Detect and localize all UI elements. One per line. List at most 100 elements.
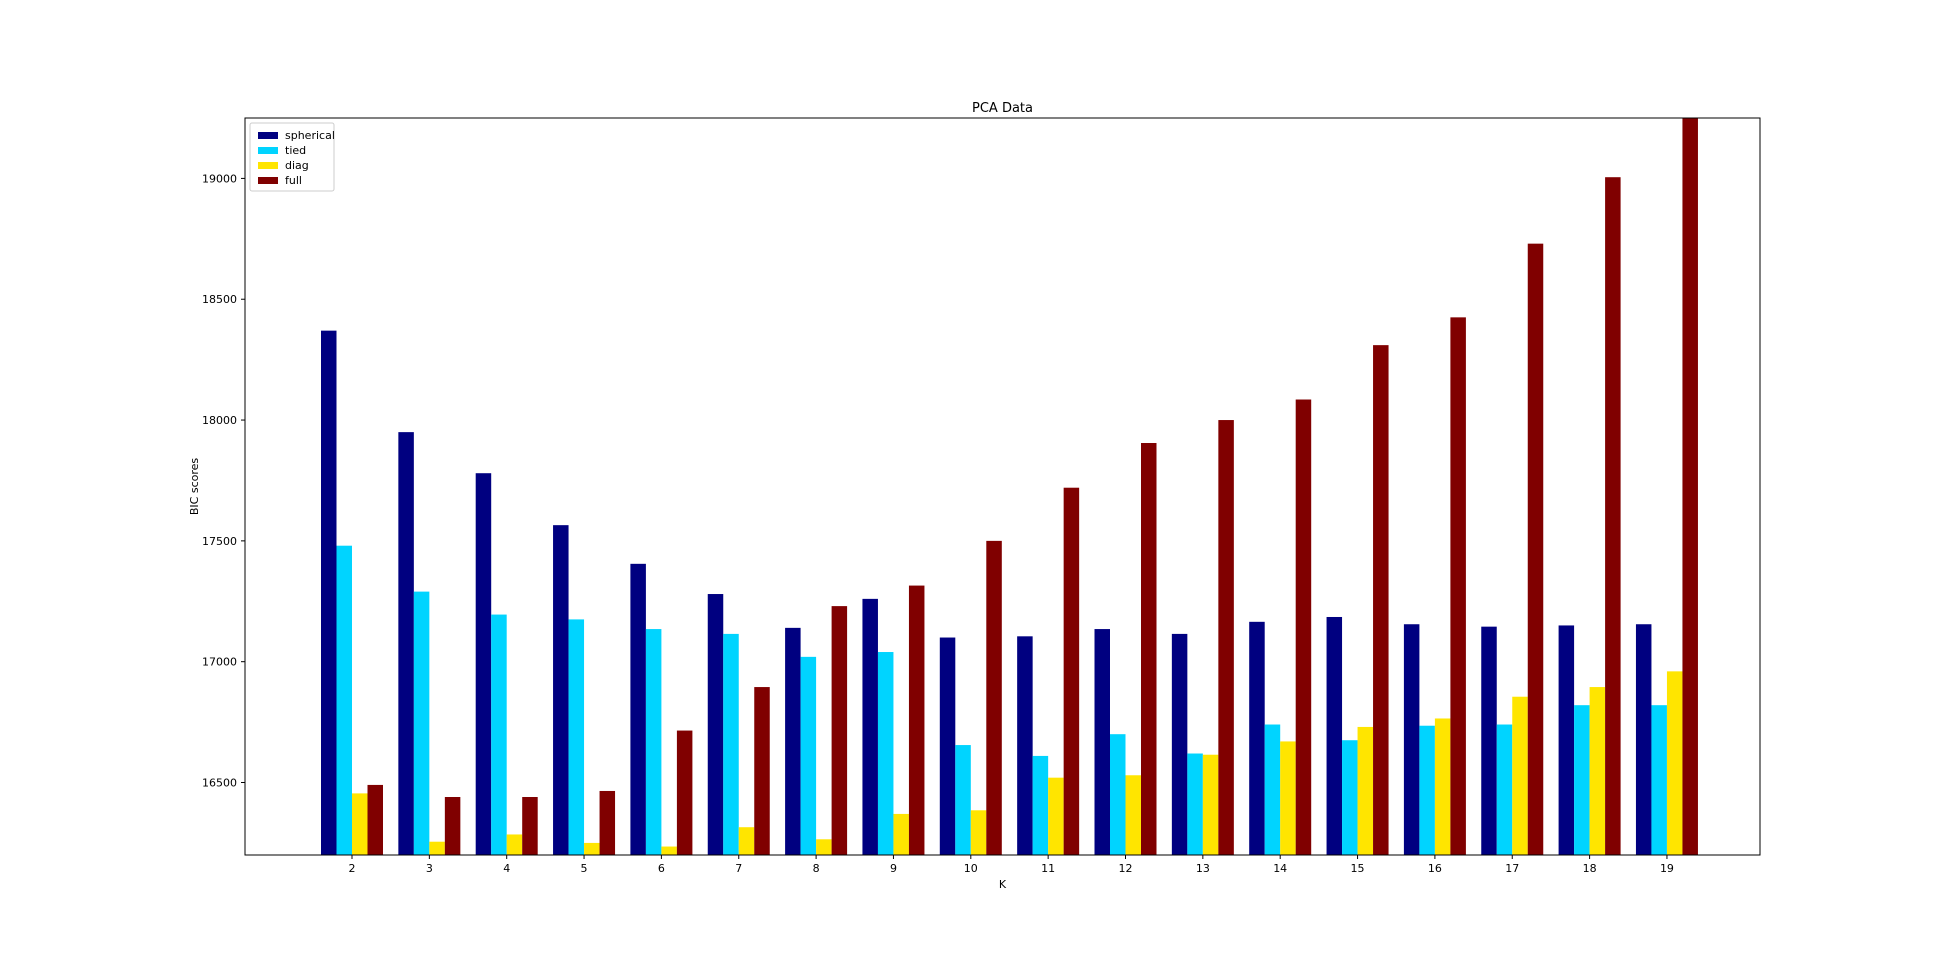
- bar-spherical-12: [1094, 629, 1110, 855]
- bar-diag-11: [1048, 777, 1064, 855]
- y-tick-label: 18000: [202, 414, 237, 427]
- bar-tied-14: [1264, 724, 1281, 855]
- bar-diag-8: [816, 839, 832, 855]
- bar-full-7: [754, 687, 770, 855]
- bar-diag-10: [970, 810, 987, 855]
- bar-tied-2: [336, 545, 352, 855]
- x-tick-label: 19: [1660, 862, 1674, 875]
- bar-tied-12: [1110, 734, 1126, 855]
- bar-spherical-15: [1326, 616, 1343, 855]
- bar-diag-13: [1202, 754, 1219, 855]
- bar-diag-12: [1125, 775, 1141, 855]
- bar-full-9: [908, 585, 925, 855]
- bar-full-16: [1450, 317, 1466, 855]
- bar-diag-14: [1280, 741, 1296, 855]
- x-tick-label: 7: [735, 862, 742, 875]
- y-axis: 16500 17000 17500 18000 18500 19000: [202, 172, 245, 790]
- plot-frame: [244, 117, 1761, 856]
- x-tick-label: 17: [1505, 862, 1519, 875]
- bar-tied-17: [1496, 724, 1513, 855]
- bar-diag-2: [352, 793, 368, 855]
- legend-swatch-tied: [258, 147, 278, 154]
- legend-swatch-diag: [258, 162, 278, 169]
- bar-full-18: [1605, 177, 1621, 855]
- bar-diag-7: [738, 827, 755, 855]
- bar-full-6: [676, 730, 693, 855]
- bar-full-4: [522, 797, 538, 855]
- y-tick-label: 17000: [202, 656, 237, 669]
- bar-tied-3: [413, 591, 430, 855]
- bars-layer: [321, 118, 1698, 855]
- bar-spherical-9: [862, 598, 878, 855]
- bar-spherical-18: [1558, 625, 1575, 855]
- bar-full-12: [1141, 443, 1157, 855]
- x-tick-label: 14: [1273, 862, 1287, 875]
- bar-tied-5: [568, 619, 585, 855]
- y-tick-label: 16500: [202, 777, 237, 790]
- bar-tied-10: [955, 745, 971, 855]
- bar-diag-17: [1512, 696, 1528, 855]
- bar-spherical-5: [553, 525, 569, 855]
- bar-diag-19: [1666, 671, 1683, 855]
- x-tick-label: 2: [349, 862, 356, 875]
- legend: spherical tied diag full: [249, 122, 335, 192]
- bar-full-8: [831, 606, 848, 855]
- x-tick-label: 16: [1428, 862, 1442, 875]
- bar-full-5: [599, 790, 616, 855]
- legend-swatch-spherical: [258, 132, 278, 139]
- bar-full-2: [367, 784, 383, 855]
- bar-tied-15: [1342, 740, 1358, 855]
- bar-diag-4: [506, 834, 523, 855]
- bar-diag-5: [584, 842, 600, 855]
- bar-tied-19: [1651, 705, 1667, 855]
- y-tick-label: 17500: [202, 535, 237, 548]
- x-tick-label: 6: [658, 862, 665, 875]
- bar-tied-16: [1419, 725, 1435, 855]
- bar-spherical-3: [398, 432, 414, 855]
- bar-diag-16: [1434, 718, 1451, 855]
- bar-spherical-13: [1171, 633, 1188, 855]
- bar-diag-18: [1589, 687, 1606, 855]
- bar-full-13: [1218, 420, 1234, 855]
- x-tick-label: 10: [964, 862, 978, 875]
- legend-frame: [249, 122, 335, 192]
- x-tick-label: 15: [1351, 862, 1365, 875]
- y-tick-label: 18500: [202, 293, 237, 306]
- bar-full-17: [1527, 243, 1544, 855]
- bar-full-10: [986, 540, 1002, 855]
- bar-diag-9: [893, 813, 909, 855]
- bar-full-15: [1373, 345, 1389, 855]
- bar-spherical-7: [707, 594, 724, 855]
- legend-label-tied: tied: [285, 144, 306, 157]
- y-axis-label: BIC scores: [188, 458, 201, 516]
- chart-title: PCA Data: [972, 101, 1033, 116]
- bar-tied-13: [1187, 753, 1203, 855]
- bar-tied-8: [800, 656, 817, 855]
- bar-full-19: [1682, 118, 1698, 855]
- legend-label-diag: diag: [285, 159, 309, 172]
- x-tick-label: 8: [813, 862, 820, 875]
- bar-tied-4: [491, 614, 507, 855]
- legend-swatch-full: [258, 177, 278, 184]
- bar-tied-11: [1032, 755, 1049, 855]
- x-tick-label: 3: [426, 862, 433, 875]
- legend-label-spherical: spherical: [285, 129, 335, 142]
- x-tick-label: 13: [1196, 862, 1210, 875]
- bar-spherical-19: [1635, 624, 1652, 855]
- bar-spherical-6: [630, 563, 646, 855]
- bar-spherical-14: [1249, 621, 1265, 855]
- bar-full-11: [1063, 487, 1080, 855]
- bar-spherical-17: [1481, 626, 1497, 855]
- legend-label-full: full: [285, 174, 302, 187]
- bar-tied-6: [645, 629, 662, 855]
- x-tick-label: 18: [1583, 862, 1597, 875]
- bar-spherical-4: [475, 473, 492, 855]
- x-tick-label: 9: [890, 862, 897, 875]
- bar-full-14: [1295, 399, 1312, 855]
- bar-tied-9: [877, 652, 894, 855]
- bar-tied-7: [723, 633, 739, 855]
- x-tick-label: 4: [503, 862, 510, 875]
- bar-diag-6: [661, 846, 677, 855]
- bar-tied-18: [1574, 705, 1590, 855]
